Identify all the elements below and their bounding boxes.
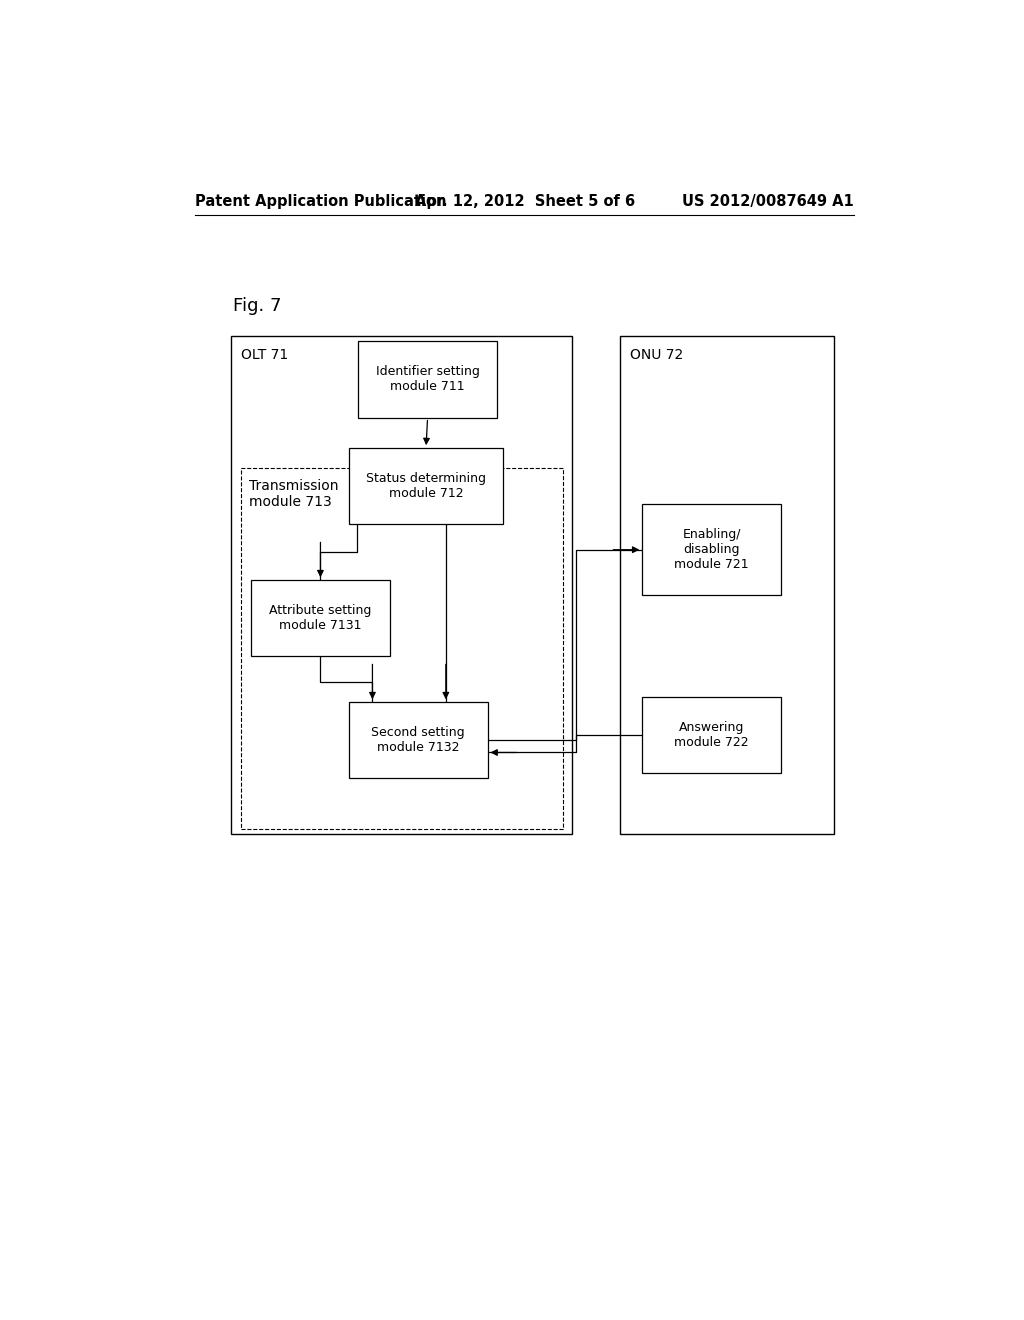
Text: Answering
module 722: Answering module 722 [675,721,749,750]
Bar [231,337,572,834]
Bar [358,342,497,417]
Text: US 2012/0087649 A1: US 2012/0087649 A1 [682,194,854,209]
Text: Attribute setting
module 7131: Attribute setting module 7131 [269,605,372,632]
Bar [642,697,781,774]
Bar [620,337,835,834]
Bar [348,702,487,779]
Bar [242,469,563,829]
Bar [642,504,781,595]
Text: Second setting
module 7132: Second setting module 7132 [372,726,465,754]
Text: Identifier setting
module 711: Identifier setting module 711 [376,366,479,393]
Bar [251,581,390,656]
Text: Enabling/
disabling
module 721: Enabling/ disabling module 721 [675,528,749,572]
Text: OLT 71: OLT 71 [241,348,288,363]
Text: Apr. 12, 2012  Sheet 5 of 6: Apr. 12, 2012 Sheet 5 of 6 [415,194,635,209]
Text: Transmission
module 713: Transmission module 713 [250,479,339,508]
Text: ONU 72: ONU 72 [630,348,683,363]
Text: Patent Application Publication: Patent Application Publication [196,194,446,209]
Bar [348,447,504,524]
Text: Fig. 7: Fig. 7 [232,297,282,314]
Text: Status determining
module 712: Status determining module 712 [366,473,486,500]
